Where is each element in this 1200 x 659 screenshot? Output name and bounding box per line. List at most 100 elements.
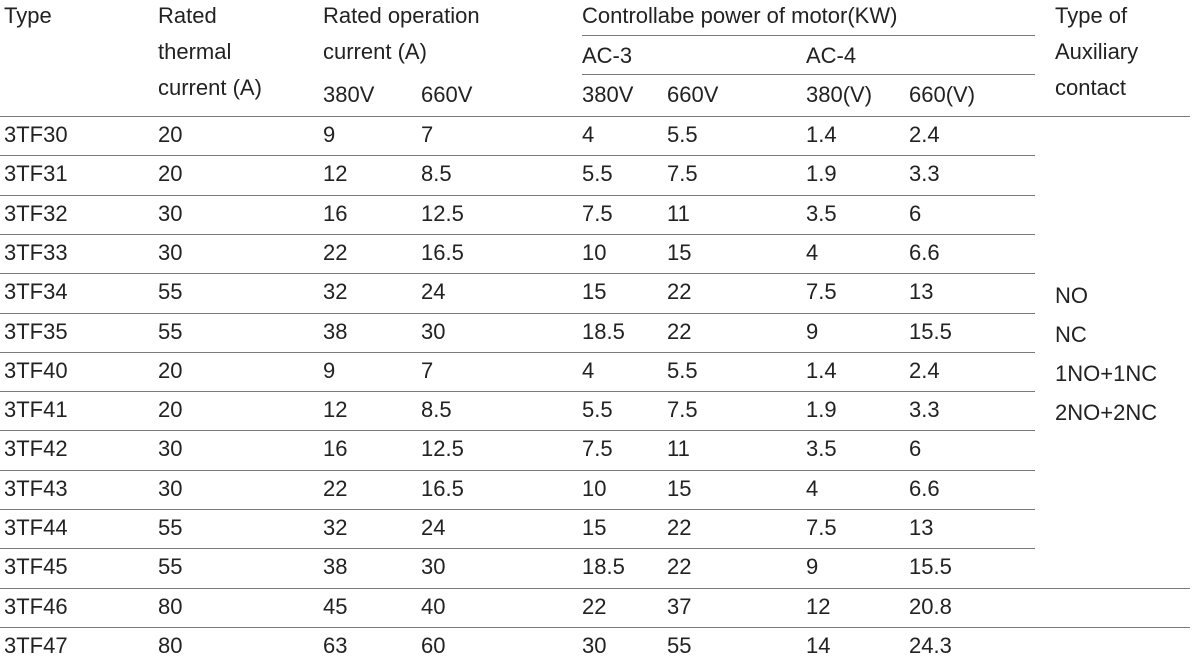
row-ac3-380v: 22 [582,594,607,619]
row-op-380v: 32 [323,279,348,304]
row-ac4-660v: 6 [909,436,922,461]
row-op-660v: 12.5 [421,201,464,226]
row-ac4-660v: 24.3 [909,633,952,658]
row-type: 3TF46 [4,594,68,619]
header-ac-divider [582,74,1035,75]
row-thermal-current: 30 [158,201,183,226]
row-ac3-660v: 22 [667,515,692,540]
row-ac3-660v: 11 [667,436,690,461]
header-ac3: AC-3 [582,43,633,68]
row-type: 3TF30 [4,122,68,147]
row-ac3-380v: 15 [582,279,607,304]
row-divider [0,470,1035,471]
row-ac3-660v: 15 [667,476,692,501]
row-ac3-660v: 7.5 [667,161,698,186]
row-type: 3TF32 [4,201,68,226]
row-op-660v: 16.5 [421,240,464,265]
row-type: 3TF41 [4,397,68,422]
row-ac4-660v: 6.6 [909,240,940,265]
row-ac3-660v: 22 [667,554,692,579]
row-op-660v: 30 [421,554,446,579]
row-ac4-380v: 1.9 [806,397,837,422]
header-ac3-660v: 660V [667,82,719,107]
header-controllable-power: Controllabe power of motor(KW) [582,3,898,28]
row-op-660v: 60 [421,633,446,658]
row-ac4-660v: 3.3 [909,161,940,186]
header-thermal-line-3: current (A) [158,75,262,100]
row-ac4-380v: 4 [806,240,819,265]
row-type: 3TF42 [4,436,68,461]
row-ac4-380v: 12 [806,594,831,619]
row-op-660v: 8.5 [421,161,452,186]
row-op-660v: 16.5 [421,476,464,501]
row-ac4-660v: 15.5 [909,319,952,344]
row-op-660v: 7 [421,358,434,383]
row-thermal-current: 20 [158,161,183,186]
row-divider [0,548,1035,549]
row-ac3-380v: 4 [582,122,595,147]
header-power-divider [582,35,1035,36]
row-ac4-660v: 6.6 [909,476,940,501]
row-thermal-current: 20 [158,122,183,147]
row-thermal-current: 55 [158,515,183,540]
row-op-380v: 32 [323,515,348,540]
row-ac4-380v: 3.5 [806,436,837,461]
row-ac3-380v: 10 [582,476,607,501]
header-type: Type [4,3,52,28]
row-divider [0,588,1190,589]
aux-contact-2no-2nc: 2NO+2NC [1055,400,1158,425]
row-type: 3TF34 [4,279,68,304]
row-ac3-660v: 22 [667,319,692,344]
row-divider [0,155,1035,156]
row-ac4-660v: 13 [909,279,934,304]
row-op-660v: 40 [421,594,446,619]
row-ac3-660v: 15 [667,240,692,265]
row-ac3-380v: 15 [582,515,607,540]
row-op-380v: 9 [323,358,336,383]
row-ac3-660v: 5.5 [667,122,698,147]
header-aux-line-2: Auxiliary [1055,39,1139,64]
header-operation-line-1: Rated operation [323,3,480,28]
row-ac4-660v: 3.3 [909,397,940,422]
row-op-380v: 16 [323,201,348,226]
row-divider [0,234,1035,235]
header-ac3-380v: 380V [582,82,634,107]
row-op-660v: 12.5 [421,436,464,461]
row-ac4-380v: 1.9 [806,161,837,186]
row-ac3-380v: 7.5 [582,201,613,226]
header-thermal-line-2: thermal [158,39,232,64]
header-aux-line-3: contact [1055,75,1126,100]
row-thermal-current: 80 [158,633,183,658]
row-ac3-380v: 30 [582,633,607,658]
row-ac3-660v: 22 [667,279,692,304]
row-ac4-380v: 3.5 [806,201,837,226]
row-ac4-660v: 15.5 [909,554,952,579]
row-ac4-660v: 6 [909,201,922,226]
row-op-380v: 9 [323,122,336,147]
row-thermal-current: 30 [158,436,183,461]
row-ac3-380v: 4 [582,358,595,383]
row-thermal-current: 30 [158,240,183,265]
row-divider [0,391,1035,392]
row-op-380v: 45 [323,594,348,619]
row-op-380v: 38 [323,319,348,344]
row-type: 3TF40 [4,358,68,383]
row-ac4-380v: 7.5 [806,279,837,304]
row-thermal-current: 20 [158,358,183,383]
aux-contact-1no-1nc: 1NO+1NC [1055,361,1158,386]
header-ac4-380v: 380(V) [806,82,873,107]
row-ac3-660v: 5.5 [667,358,698,383]
row-type: 3TF44 [4,515,68,540]
row-op-660v: 8.5 [421,397,452,422]
row-op-660v: 24 [421,279,446,304]
row-thermal-current: 55 [158,279,183,304]
row-thermal-current: 30 [158,476,183,501]
aux-contact-nc: NC [1055,322,1087,347]
row-thermal-current: 55 [158,554,183,579]
row-divider [0,116,1190,117]
header-operation-line-2: current (A) [323,39,427,64]
row-ac4-380v: 1.4 [806,358,837,383]
row-op-380v: 22 [323,240,348,265]
header-op-660v: 660V [421,82,473,107]
row-ac3-660v: 37 [667,594,692,619]
